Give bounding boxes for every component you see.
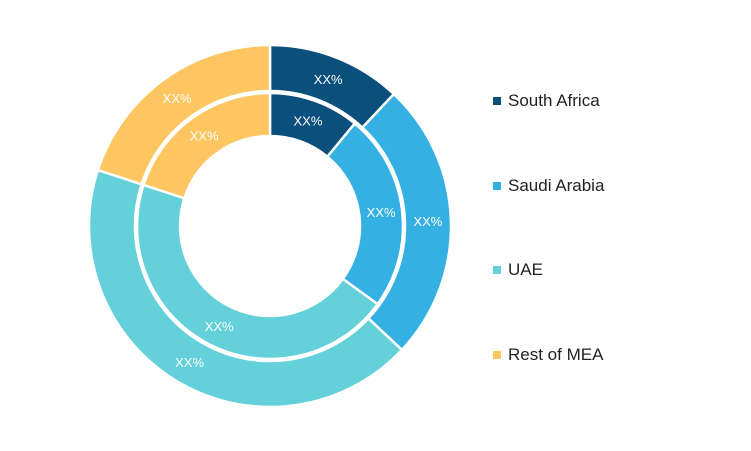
slice-labels: XX% XX% XX% XX% XX% XX% XX% XX% [163,72,443,370]
inner-label-uae: XX% [205,319,234,334]
legend-label: South Africa [508,91,600,110]
donut-chart: XX% XX% XX% XX% XX% XX% XX% XX% [87,43,453,409]
outer-label-uae: XX% [175,355,204,370]
legend-swatch-south-africa [493,97,501,105]
legend-item-rest-of-mea[interactable]: Rest of MEA [493,343,603,367]
outer-label-rest-of-mea: XX% [163,91,192,106]
legend: South Africa Saudi Arabia UAE Rest of ME… [493,0,743,451]
legend-swatch-rest-of-mea [493,351,501,359]
outer-slice-uae[interactable] [87,168,404,409]
legend-label: Rest of MEA [508,345,604,364]
legend-item-uae[interactable]: UAE [493,258,543,282]
inner-slice-uae[interactable] [135,183,380,361]
legend-label: Saudi Arabia [508,176,605,195]
outer-label-saudi-arabia: XX% [413,214,442,229]
inner-label-saudi-arabia: XX% [367,205,396,220]
legend-swatch-saudi-arabia [493,182,501,190]
inner-label-rest-of-mea: XX% [190,128,219,143]
inner-label-south-africa: XX% [293,114,322,129]
legend-item-south-africa[interactable]: South Africa [493,89,600,113]
legend-swatch-uae [493,266,501,274]
legend-item-saudi-arabia[interactable]: Saudi Arabia [493,174,604,198]
inner-slice-rest-of-mea[interactable] [141,91,272,200]
legend-label: UAE [508,260,543,279]
outer-slice-rest-of-mea[interactable] [96,43,272,186]
outer-ring [87,43,453,409]
inner-ring [135,91,405,361]
outer-label-south-africa: XX% [314,72,343,87]
